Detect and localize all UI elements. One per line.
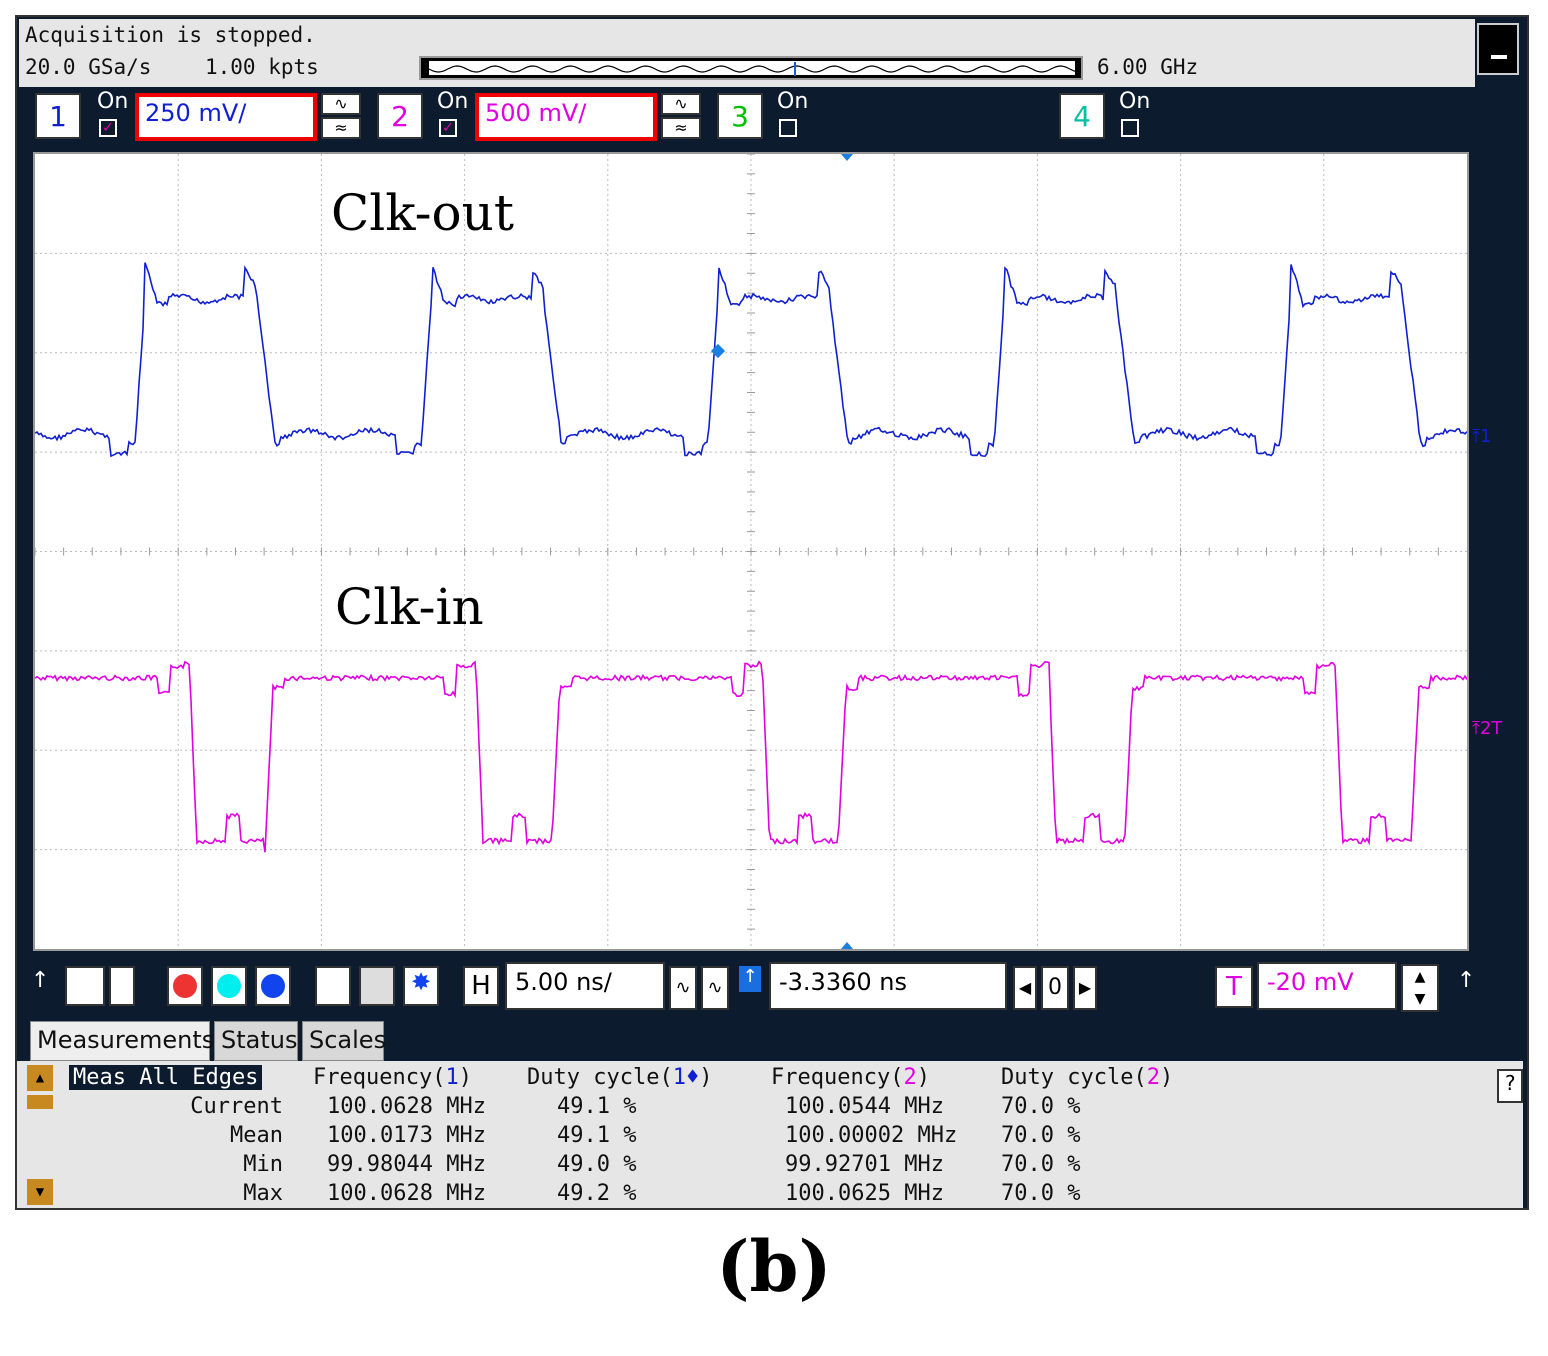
channel-1-scale[interactable]: 250 mV/ <box>135 93 317 141</box>
delay-right-icon[interactable]: ▶ <box>1073 966 1097 1010</box>
lower-waveform-label: Clk-in <box>335 578 484 636</box>
value-cell: 70.0 % <box>1001 1181 1081 1206</box>
horizontal-button[interactable]: H <box>463 966 499 1006</box>
run-stop-button[interactable] <box>1477 23 1519 75</box>
cyan-dot-icon[interactable] <box>211 966 247 1006</box>
value-cell: 70.0 % <box>1001 1094 1081 1119</box>
sample-rate: 20.0 GSa/s <box>25 55 152 79</box>
channel-4-button[interactable]: 4 <box>1059 93 1105 139</box>
header-frequency-1: Frequency(1) <box>313 1065 472 1090</box>
row-label: Current <box>190 1094 283 1119</box>
row-label: Mean <box>230 1123 283 1148</box>
channel-1-on-label: On <box>97 89 129 114</box>
channel-4-checkbox[interactable] <box>1121 119 1139 137</box>
waveform-display[interactable]: Clk-out Clk-in <box>33 152 1469 951</box>
vertical-scroll-button[interactable] <box>65 966 105 1006</box>
row-label: Min <box>243 1152 283 1177</box>
trigger-position-bottom-icon <box>841 942 853 949</box>
value-cell: 100.0173 MHz <box>327 1123 486 1148</box>
trigger-arrow-icon: ↑ <box>1457 968 1476 993</box>
status-bar: Acquisition is stopped. 20.0 GSa/s 1.00 … <box>19 19 1475 87</box>
overview-wave-icon <box>428 62 1076 76</box>
channel-2-ground-marker[interactable]: ⤒2T <box>1472 718 1503 739</box>
red-dot-icon[interactable] <box>167 966 203 1006</box>
waveform-overview[interactable] <box>419 56 1083 80</box>
acquisition-status: Acquisition is stopped. <box>25 23 316 47</box>
scroll-thumb[interactable] <box>27 1095 53 1109</box>
channel-1-waveform <box>35 262 1467 458</box>
row-label: Max <box>243 1181 283 1206</box>
autoscale-icon[interactable] <box>315 966 351 1006</box>
header-frequency-2: Frequency(2) <box>771 1065 930 1090</box>
scroll-down-icon[interactable]: ▼ <box>27 1179 53 1205</box>
channel-3-button[interactable]: 3 <box>717 93 763 139</box>
memory-depth: 1.00 kpts <box>205 55 319 79</box>
trigger-button[interactable]: T <box>1215 966 1253 1008</box>
control-bar: ↑ ✸ H 5.00 ns/ ∿ ∿ ↑ -3.3360 ns ◀ 0 ▶ T … <box>17 948 1523 1016</box>
value-cell: 70.0 % <box>1001 1123 1081 1148</box>
graticule: Clk-out Clk-in <box>35 154 1467 949</box>
delay-zero-button[interactable]: 0 <box>1041 966 1069 1010</box>
value-cell: 100.0628 MHz <box>327 1094 486 1119</box>
trigger-position-top-icon <box>841 154 853 161</box>
channel-2-button[interactable]: 2 <box>377 93 423 139</box>
value-cell: 49.2 % <box>557 1181 637 1206</box>
channel-1-coupling-ac-icon[interactable]: ∿ <box>321 93 361 115</box>
trigger-level-field[interactable]: -20 mV <box>1257 962 1397 1010</box>
tab-status[interactable]: Status <box>214 1021 298 1061</box>
scroll-up-icon[interactable]: ▲ <box>27 1065 53 1091</box>
channel-3-on-label: On <box>777 89 809 114</box>
delay-field[interactable]: -3.3360 ns <box>769 962 1007 1010</box>
value-cell: 49.1 % <box>557 1123 637 1148</box>
delay-marker-icon: ↑ <box>739 966 761 992</box>
channel-1-coupling-dc-icon[interactable]: ≈ <box>321 117 361 139</box>
value-cell: 100.0628 MHz <box>327 1181 486 1206</box>
table-row: Max 100.0628 MHz 49.2 % 100.0625 MHz 70.… <box>17 1181 1523 1210</box>
brightness-icon[interactable]: ✸ <box>403 966 439 1006</box>
header-duty-cycle-1: Duty cycle(1♦) <box>527 1065 713 1090</box>
value-cell: 49.0 % <box>557 1152 637 1177</box>
value-cell: 49.1 % <box>557 1094 637 1119</box>
value-cell: 100.0544 MHz <box>785 1094 944 1119</box>
channel-1-checkbox[interactable]: ✓ <box>99 119 117 137</box>
value-cell: 100.00002 MHz <box>785 1123 958 1148</box>
table-row: Mean 100.0173 MHz 49.1 % 100.00002 MHz 7… <box>17 1123 1523 1152</box>
blue-dot-icon[interactable] <box>255 966 291 1006</box>
timebase-coarse-icon[interactable]: ∿ <box>669 966 697 1010</box>
channel-4-on-label: On <box>1119 89 1151 114</box>
value-cell: 99.92701 MHz <box>785 1152 944 1177</box>
value-cell: 100.0625 MHz <box>785 1181 944 1206</box>
measure-mode-label[interactable]: Meas All Edges <box>69 1065 263 1090</box>
channel-1-button[interactable]: 1 <box>35 93 81 139</box>
vertical-fine-button[interactable] <box>109 966 135 1006</box>
bandwidth-readout: 6.00 GHz <box>1097 55 1199 79</box>
delay-left-icon[interactable]: ◀ <box>1013 966 1037 1010</box>
table-row: Min 99.98044 MHz 49.0 % 99.92701 MHz 70.… <box>17 1152 1523 1181</box>
layers-icon[interactable] <box>359 966 395 1006</box>
channel-3-checkbox[interactable] <box>779 119 797 137</box>
measurement-marker-icon <box>710 343 726 359</box>
timebase-field[interactable]: 5.00 ns/ <box>505 962 665 1010</box>
tab-scales[interactable]: Scales <box>302 1021 386 1061</box>
trigger-level-stepper-icon[interactable]: ▲ ▼ <box>1401 964 1439 1012</box>
channel-2-coupling-dc-icon[interactable]: ≈ <box>661 117 701 139</box>
value-cell: 99.98044 MHz <box>327 1152 486 1177</box>
channel-2-checkbox[interactable]: ✓ <box>439 119 457 137</box>
channel-2-on-label: On <box>437 89 469 114</box>
channel-2-coupling-ac-icon[interactable]: ∿ <box>661 93 701 115</box>
help-button[interactable]: ? <box>1497 1069 1523 1103</box>
channel-bar: 1 On ✓ 250 mV/ ∿ ≈ 2 On ✓ 500 mV/ ∿ ≈ 3 … <box>19 89 1525 149</box>
header-duty-cycle-2: Duty cycle(2) <box>1001 1065 1174 1090</box>
value-cell: 70.0 % <box>1001 1152 1081 1177</box>
tab-measurements[interactable]: Measurements <box>30 1021 214 1061</box>
timebase-fine-icon[interactable]: ∿ <box>701 966 729 1010</box>
channel-2-scale[interactable]: 500 mV/ <box>475 93 657 141</box>
table-row: Current 100.0628 MHz 49.1 % 100.0544 MHz… <box>17 1094 1523 1123</box>
figure-caption: (b) <box>716 1225 832 1308</box>
channel-2-waveform <box>35 660 1467 853</box>
channel-1-ground-marker[interactable]: ⤒1 <box>1472 426 1492 447</box>
upper-waveform-label: Clk-out <box>331 184 514 242</box>
measurements-panel: ▲ ▼ Meas All Edges Frequency(1) Duty cyc… <box>17 1061 1523 1208</box>
arrow-up-icon[interactable]: ↑ <box>31 968 50 993</box>
